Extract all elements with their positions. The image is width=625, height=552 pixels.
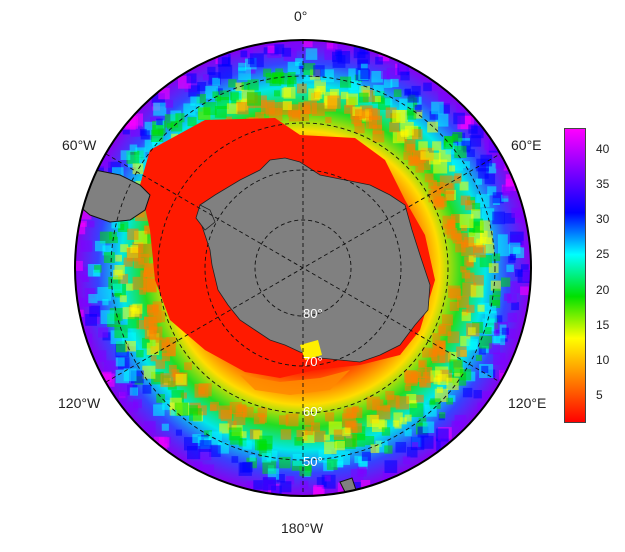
- antarctic-peninsula: [195, 204, 216, 231]
- colorbar-tick-label: 20: [596, 282, 610, 297]
- lat-label-70: 70°: [303, 354, 323, 369]
- lat-label-80: 80°: [303, 306, 323, 321]
- lat-label-60: 60°: [303, 404, 323, 419]
- colorbar-tick-label: 40: [596, 142, 610, 157]
- lon-label-0: 0°: [294, 8, 308, 24]
- lon-label-120e: 120°E: [508, 395, 547, 411]
- orange-band: [240, 370, 350, 395]
- south-america-land: [75, 169, 151, 223]
- colorbar-tick-label: 25: [596, 247, 610, 262]
- graticule: [105, 40, 501, 496]
- colorbar-tick-label: 10: [596, 352, 610, 367]
- antarctica-land: [199, 157, 431, 363]
- colorbar: [564, 128, 586, 423]
- lat-label-50: 50°: [303, 454, 323, 469]
- colorbar-tick-label: 35: [596, 177, 610, 192]
- lon-label-120w: 120°W: [58, 395, 101, 411]
- lon-label-180w: 180°W: [281, 520, 324, 536]
- lon-label-60e: 60°E: [511, 137, 542, 153]
- colorbar-tick-label: 15: [596, 317, 610, 332]
- ross-ice-shelf: [300, 340, 322, 360]
- map-border: [74, 39, 532, 497]
- colorbar-tick-label: 5: [596, 387, 603, 402]
- colorbar-tick-label: 30: [596, 212, 610, 227]
- lon-label-60w: 60°W: [62, 137, 97, 153]
